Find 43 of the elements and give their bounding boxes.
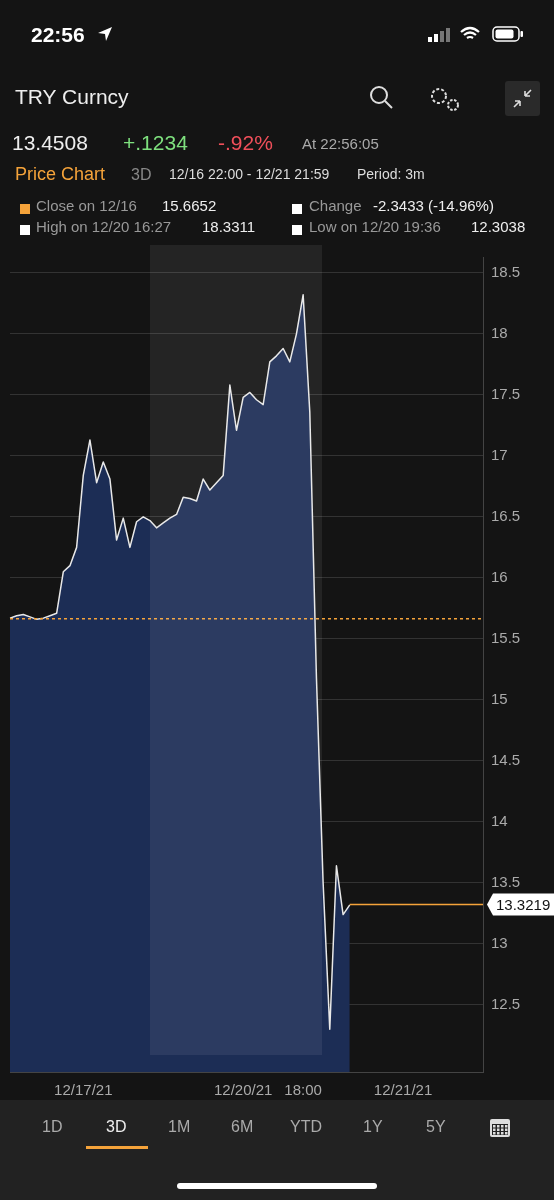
text: 1Y [363,1118,383,1135]
y-tick-label: 16.5 [491,507,521,525]
text: High on 12/20 16:27 [36,218,172,235]
text: 12.3038 [471,218,526,235]
text: 6M [231,1118,254,1135]
text: 3D [131,166,152,183]
y-tick-label: 13.5 [491,873,521,891]
y-tick-label: 18 [491,324,508,341]
text: Price Chart [15,164,106,184]
y-tick-label: 15.5 [491,629,521,647]
text: YTD [290,1118,322,1135]
y-tick-label: 13 [491,934,508,952]
text: +.1234 [123,131,188,154]
y-tick-label: 15 [491,690,508,708]
y-tick-label: 12.5 [491,995,521,1013]
chart-title: TRY Curncy [15,85,129,108]
text: At 22:56:05 [302,135,379,152]
y-tick-label: 14 [491,812,508,830]
text: 12/16 22:00 - 12/21 21:59 [169,166,330,182]
text: Low on 12/20 19:36 [309,218,441,235]
text: Period: 3m [357,166,425,182]
y-tick-label: 17.5 [491,385,521,403]
text: 18.3311 [202,218,256,235]
y-tick-label: 16 [491,568,508,586]
x-tick-label: 18:00 [284,1081,322,1099]
text: Close on 12/16 [36,197,137,214]
text: 1M [168,1118,191,1135]
text: 22:56 [31,23,85,46]
text: -.92% [218,131,273,154]
y-tick-label: 17 [491,446,508,464]
text: -2.3433 (-14.96%) [373,197,494,214]
text: 1D [42,1118,63,1135]
ref-line-label: 13.3219 [496,895,551,913]
text: 3D [106,1118,127,1135]
x-tick-label: 12/20/21 [213,1081,273,1099]
text: 13.4508 [12,131,88,154]
y-tick-label: 14.5 [491,751,521,769]
x-tick-label: 12/21/21 [373,1081,433,1099]
text: 15.6652 [162,197,217,214]
y-tick-label: 18.5 [491,263,521,280]
text: 5Y [426,1118,446,1135]
text: Change [309,197,362,214]
x-tick-label: 12/17/21 [54,1081,113,1099]
